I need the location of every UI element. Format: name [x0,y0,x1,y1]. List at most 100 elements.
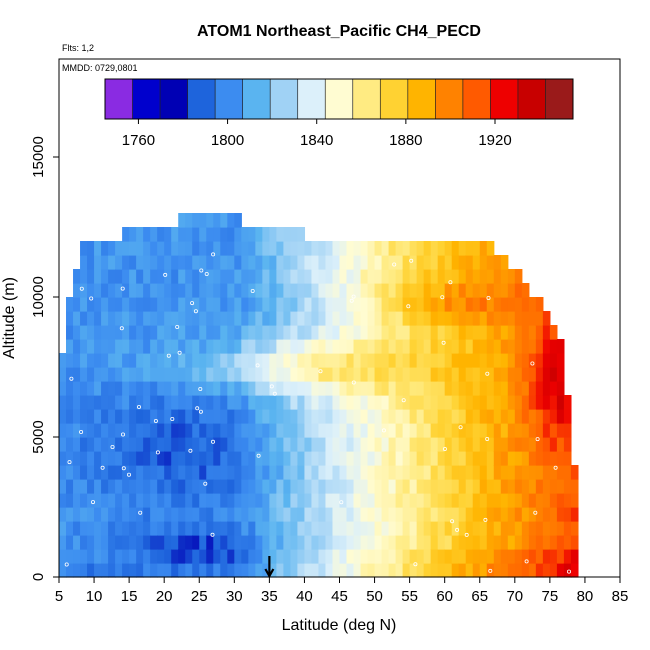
heatmap-cell [423,255,432,270]
heatmap-cell [388,395,397,410]
heatmap-cell [150,507,158,522]
heatmap-cell [528,311,537,326]
heatmap-cell [430,549,439,564]
heatmap-cell [416,549,425,564]
heatmap-cell [521,283,530,298]
heatmap-cell [451,353,460,368]
heatmap-cell [451,311,460,326]
heatmap-cell [458,325,467,340]
heatmap-cell [129,423,137,438]
heatmap-cell [346,339,355,354]
heatmap-cell [430,339,439,354]
heatmap-cell [437,367,446,382]
heatmap-cell [87,255,95,270]
heatmap-cell [353,241,362,256]
heatmap-cell [318,451,327,466]
heatmap-cell [430,381,439,396]
heatmap-cell [87,409,95,424]
colorbar-swatch [105,79,134,119]
heatmap-cell [255,493,263,508]
heatmap-cell [255,521,263,536]
heatmap-cell [423,409,432,424]
heatmap-cell [472,325,481,340]
heatmap-cell [206,409,214,424]
heatmap-cell [234,381,242,396]
heatmap-cell [101,507,109,522]
heatmap-cell [206,325,214,340]
heatmap-cell [493,563,502,578]
heatmap-cell [360,493,369,508]
heatmap-cell [192,493,200,508]
heatmap-cell [276,493,284,508]
heatmap-cell [136,549,144,564]
heatmap-cell [178,423,186,438]
heatmap-cell [465,493,474,508]
x-tick-label: 70 [506,588,523,605]
heatmap-cell [73,325,81,340]
heatmap-cell [290,395,299,410]
heatmap-cell [59,451,67,466]
heatmap-cell [227,339,235,354]
heatmap-cell [206,283,214,298]
heatmap-cell [171,325,179,340]
heatmap-cell [262,549,270,564]
heatmap-cell [444,507,453,522]
heatmap-cell [535,381,544,396]
heatmap-cell [171,241,179,256]
heatmap-cell [164,311,172,326]
heatmap-cell [367,283,376,298]
heatmap-cell [73,549,81,564]
heatmap-cell [374,283,383,298]
heatmap-cell [311,549,320,564]
heatmap-cell [444,493,453,508]
heatmap-cell [185,535,193,550]
heatmap-cell [500,507,509,522]
heatmap-cell [66,311,74,326]
heatmap-cell [451,451,460,466]
heatmap-cell [381,535,390,550]
heatmap-cell [395,381,404,396]
heatmap-cell [290,241,299,256]
heatmap-cell [381,479,390,494]
heatmap-cell [283,409,292,424]
heatmap-cell [458,507,467,522]
heatmap-cell [402,311,411,326]
heatmap-cell [472,507,481,522]
heatmap-cell [409,241,418,256]
heatmap-cell [80,297,88,312]
heatmap-cell [108,297,116,312]
heatmap-cell [283,507,292,522]
heatmap-cell [472,367,481,382]
heatmap-cell [535,367,544,382]
heatmap-cell [507,521,516,536]
sample-point [441,340,446,345]
heatmap-cell [402,465,411,480]
heatmap-cell [80,283,88,298]
heatmap-cell [507,339,516,354]
heatmap-cell [500,353,509,368]
heatmap-cell [283,479,292,494]
heatmap-cell [297,535,306,550]
heatmap-cell [101,479,109,494]
heatmap-cell [444,367,453,382]
heatmap-cell [563,507,572,522]
heatmap-cell [255,451,263,466]
sample-point [485,436,490,441]
heatmap-cell [283,353,292,368]
heatmap-cell [549,451,558,466]
heatmap-cell [486,437,495,452]
heatmap-cell [178,269,186,284]
heatmap-cell [556,409,565,424]
heatmap-cell [381,451,390,466]
heatmap-cell [101,311,109,326]
heatmap-cell [164,493,172,508]
heatmap-cell [136,241,144,256]
heatmap-cell [374,311,383,326]
heatmap-cell [220,241,228,256]
heatmap-cell [360,297,369,312]
heatmap-cell [528,465,537,480]
heatmap-cell [129,395,137,410]
heatmap-cell [290,535,299,550]
heatmap-cell [248,451,256,466]
heatmap-cell [549,521,558,536]
